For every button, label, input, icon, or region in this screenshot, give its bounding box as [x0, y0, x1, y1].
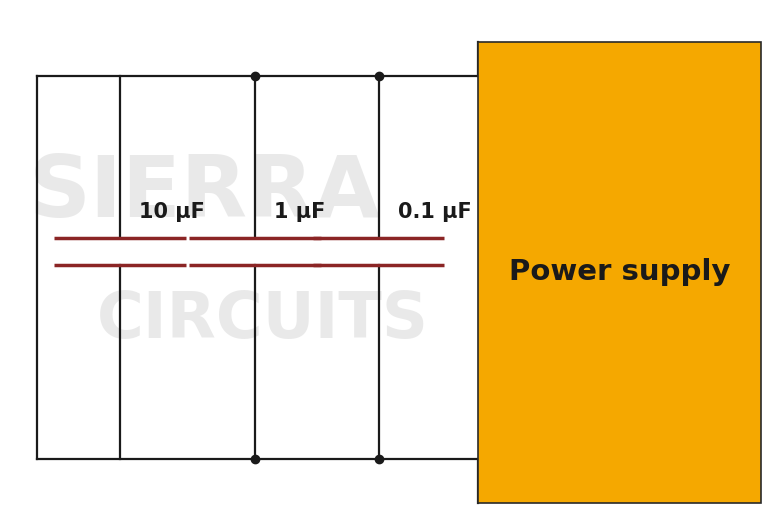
- Text: 0.1 μF: 0.1 μF: [398, 202, 472, 222]
- Text: 1 μF: 1 μF: [274, 202, 325, 222]
- Text: Power supply: Power supply: [509, 258, 730, 287]
- Text: CIRCUITS: CIRCUITS: [97, 289, 429, 351]
- Bar: [478, 42, 761, 503]
- Text: 10 μF: 10 μF: [139, 202, 205, 222]
- Text: SIERRA: SIERRA: [29, 152, 381, 235]
